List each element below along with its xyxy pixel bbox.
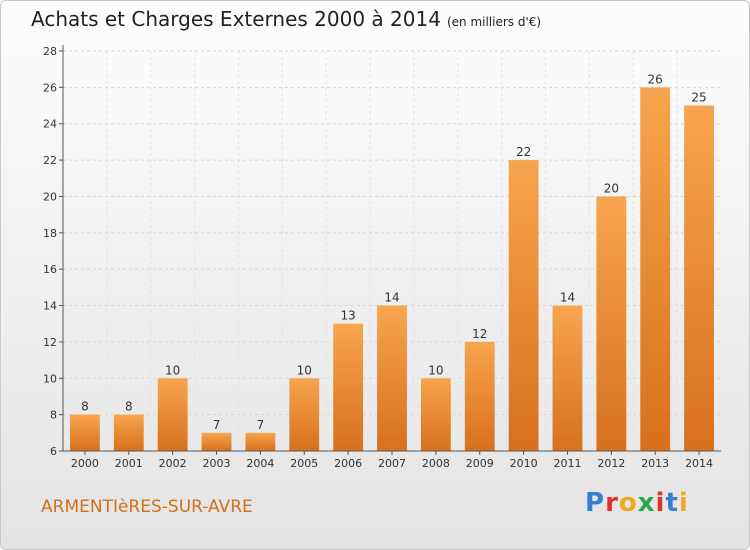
y-tick-label: 14 — [43, 300, 57, 313]
bar-2008 — [420, 378, 451, 451]
x-tick-label-2006: 2006 — [334, 457, 362, 470]
bar-2000 — [70, 414, 100, 451]
bar-2006 — [333, 323, 364, 451]
x-tick-label-2013: 2013 — [641, 457, 669, 470]
x-tick-label-2005: 2005 — [290, 457, 318, 470]
y-tick-label: 24 — [43, 118, 57, 131]
chart-title-text: Achats et Charges Externes 2000 à 2014 — [31, 7, 441, 31]
bar-2002 — [157, 378, 188, 451]
data-label-2009: 12 — [472, 327, 487, 341]
bar-2014 — [684, 105, 714, 451]
bar-2009 — [464, 341, 495, 451]
logo-letter: i — [655, 488, 666, 518]
x-tick-label-2012: 2012 — [597, 457, 625, 470]
bar-2012 — [596, 196, 627, 451]
data-label-2003: 7 — [213, 418, 221, 432]
y-tick-label: 18 — [43, 227, 57, 240]
data-label-2008: 10 — [428, 363, 443, 377]
y-tick-label: 22 — [43, 154, 57, 167]
bar-2005 — [289, 378, 320, 451]
x-tick-label-2009: 2009 — [466, 457, 494, 470]
x-tick-label-2001: 2001 — [115, 457, 143, 470]
bar-2007 — [377, 305, 407, 451]
bars-layer: 8 8 10 7 7 10 13 14 10 12 22 14 20 26 25 — [70, 72, 714, 451]
data-label-2011: 14 — [560, 291, 575, 305]
y-tick-label: 28 — [43, 45, 57, 58]
y-tick-label: 20 — [43, 190, 57, 203]
x-tick-label-2008: 2008 — [422, 457, 450, 470]
x-tick-label-2011: 2011 — [553, 457, 581, 470]
axis-layer: 6 8 10 12 14 16 18 20 22 24 26 28 2000 2001 2002 2003 20… — [43, 45, 721, 470]
chart-unit: (en milliers d'€) — [446, 15, 542, 29]
y-tick-label: 6 — [50, 445, 57, 458]
data-label-2000: 8 — [81, 400, 89, 414]
town-name: ARMENTIèRES-SUR-AVRE — [41, 497, 253, 517]
x-tick-label-2014: 2014 — [685, 457, 713, 470]
data-label-2004: 7 — [257, 418, 265, 432]
x-tick-label-2003: 2003 — [203, 457, 231, 470]
bar-2013 — [640, 87, 671, 451]
bar-2001 — [113, 414, 144, 451]
bar-2011 — [552, 305, 583, 451]
proxiti-logo[interactable]: Proxiti — [585, 488, 689, 518]
data-label-2012: 20 — [604, 181, 619, 195]
bar-2004 — [245, 432, 276, 451]
y-tick-label: 26 — [43, 81, 57, 94]
y-tick-label: 16 — [43, 263, 57, 276]
chart-title: Achats et Charges Externes 2000 à 2014 (e… — [31, 7, 541, 31]
data-label-2001: 8 — [125, 400, 133, 414]
y-tick-label: 12 — [43, 336, 57, 349]
data-label-2005: 10 — [297, 363, 312, 377]
y-tick-label: 10 — [43, 372, 57, 385]
logo-letter: o — [618, 488, 638, 518]
logo-letter: x — [637, 488, 656, 518]
x-tick-label-2002: 2002 — [159, 457, 187, 470]
logo-letter: r — [605, 488, 619, 518]
data-label-2007: 14 — [384, 291, 399, 305]
x-tick-label-2010: 2010 — [510, 457, 538, 470]
x-tick-label-2000: 2000 — [71, 457, 99, 470]
y-tick-label: 8 — [50, 409, 57, 422]
bar-2010 — [508, 160, 539, 451]
x-tick-label-2004: 2004 — [246, 457, 274, 470]
bar-2003 — [201, 432, 232, 451]
data-label-2002: 10 — [165, 363, 180, 377]
logo-letter: P — [585, 488, 606, 518]
data-label-2006: 13 — [340, 309, 355, 323]
data-label-2014: 25 — [691, 91, 706, 105]
logo-letter: t — [665, 488, 679, 518]
data-label-2010: 22 — [516, 145, 531, 159]
x-tick-label-2007: 2007 — [378, 457, 406, 470]
logo-letter: i — [678, 488, 689, 518]
data-label-2013: 26 — [648, 72, 663, 86]
